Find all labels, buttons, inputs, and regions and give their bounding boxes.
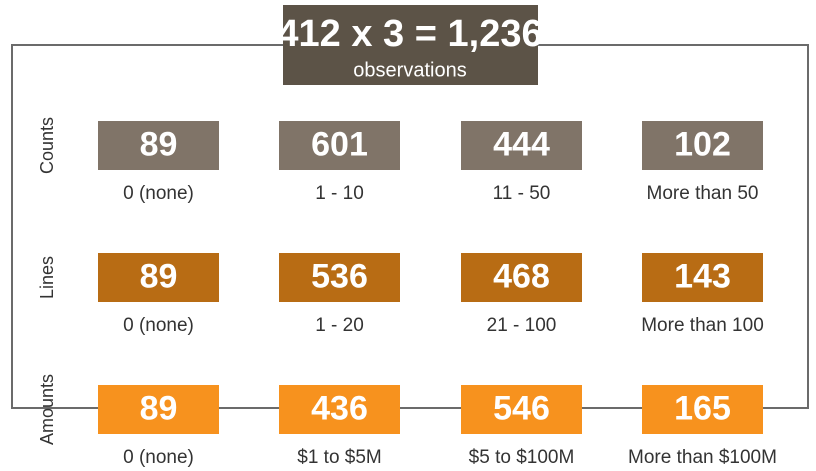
cell-label: 0 (none): [123, 315, 194, 336]
value-box: [642, 121, 763, 170]
cell-value: 89: [140, 389, 178, 427]
cell-value: 436: [311, 389, 368, 427]
value-box: [279, 385, 400, 434]
cell-value: 89: [140, 257, 178, 295]
cell-value: 143: [674, 257, 731, 295]
value-box: [642, 385, 763, 434]
cell-label: 0 (none): [123, 447, 194, 468]
row-label: Counts: [37, 117, 57, 174]
header-subtitle: observations: [353, 59, 466, 81]
value-box: [642, 253, 763, 302]
cell-label: $5 to $100M: [469, 447, 575, 468]
cell-value: 546: [493, 389, 550, 427]
cell-value: 536: [311, 257, 368, 295]
cell-label: 21 - 100: [487, 315, 557, 336]
value-box: [98, 385, 219, 434]
value-box: [279, 121, 400, 170]
value-box: [461, 253, 582, 302]
bracket-line: [11, 44, 809, 409]
header-box: [283, 5, 538, 85]
value-box: [98, 121, 219, 170]
cell-label: More than 50: [647, 183, 759, 204]
cell-label: 0 (none): [123, 183, 194, 204]
cell-label: $1 to $5M: [297, 447, 382, 468]
value-box: [98, 253, 219, 302]
cell-value: 468: [493, 257, 550, 295]
cell-label: 1 - 20: [315, 315, 364, 336]
cell-label: 11 - 50: [493, 183, 551, 204]
cell-label: More than $100M: [628, 447, 777, 468]
cell-value: 165: [674, 389, 731, 427]
value-box: [461, 385, 582, 434]
cell-value: 89: [140, 125, 178, 163]
cell-label: 1 - 10: [315, 183, 364, 204]
bracket: [11, 44, 809, 409]
cell-value: 601: [311, 125, 368, 163]
cell-label: More than 100: [641, 315, 764, 336]
row-label: Amounts: [37, 374, 57, 445]
value-box: [279, 253, 400, 302]
cell-value: 444: [493, 125, 550, 163]
cell-value: 102: [674, 125, 731, 163]
value-box: [461, 121, 582, 170]
header-title: 412 x 3 = 1,236: [277, 13, 542, 55]
row-label: Lines: [37, 256, 57, 299]
